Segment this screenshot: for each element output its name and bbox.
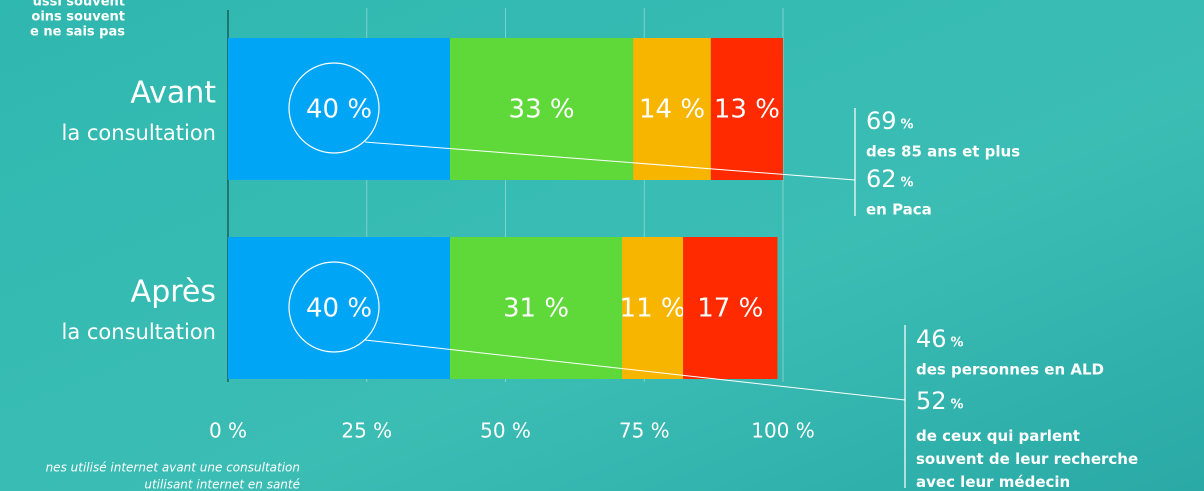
annotation-text: des 85 ans et plus — [866, 143, 1020, 161]
value-label: 40 % — [306, 294, 372, 324]
annotation-unit: % — [901, 176, 914, 191]
annotation-number: 62 — [866, 165, 897, 193]
annotation-text: en Paca — [866, 201, 932, 219]
annotation-number: 69 — [866, 107, 897, 135]
category-subtitle: la consultation — [62, 320, 217, 344]
page: 0 % 25 % 50 % 75 % 100 % 40 % 33 % 14 % 13 % Avan… — [0, 0, 1204, 491]
annotation-number: 46 — [916, 325, 947, 353]
annotation-unit: % — [951, 336, 964, 351]
legend-entry: e ne sais pas — [30, 25, 125, 40]
value-label: 17 % — [697, 294, 763, 324]
value-label: 40 % — [306, 95, 372, 125]
value-label: 31 % — [503, 294, 569, 324]
value-label: 33 % — [509, 95, 575, 125]
x-tick-label: 100 % — [751, 419, 815, 443]
chart: 0 % 25 % 50 % 75 % 100 % 40 % 33 % 14 % 13 % Avan… — [0, 0, 1204, 491]
category-subtitle: la consultation — [62, 121, 217, 145]
x-tick-label: 75 % — [619, 419, 670, 443]
footnote: nes utilisé internet avant une consultat… — [46, 461, 300, 475]
annotation-text: des personnes en ALD — [916, 361, 1104, 379]
legend-entry: oins souvent — [31, 10, 125, 25]
value-label: 13 % — [714, 95, 780, 125]
x-tick-label: 0 % — [209, 419, 247, 443]
value-label: 11 % — [620, 294, 686, 324]
annotation-number: 52 — [916, 387, 947, 415]
x-tick-label: 25 % — [341, 419, 392, 443]
annotation-unit: % — [901, 118, 914, 133]
legend-entry: ussi souvent — [33, 0, 125, 10]
x-tick-label: 50 % — [480, 419, 531, 443]
category-label: Avant — [130, 76, 216, 111]
value-label: 14 % — [639, 95, 705, 125]
category-label: Après — [131, 275, 216, 310]
annotation-unit: % — [951, 398, 964, 413]
footnote: utilisant internet en santé — [144, 478, 300, 491]
